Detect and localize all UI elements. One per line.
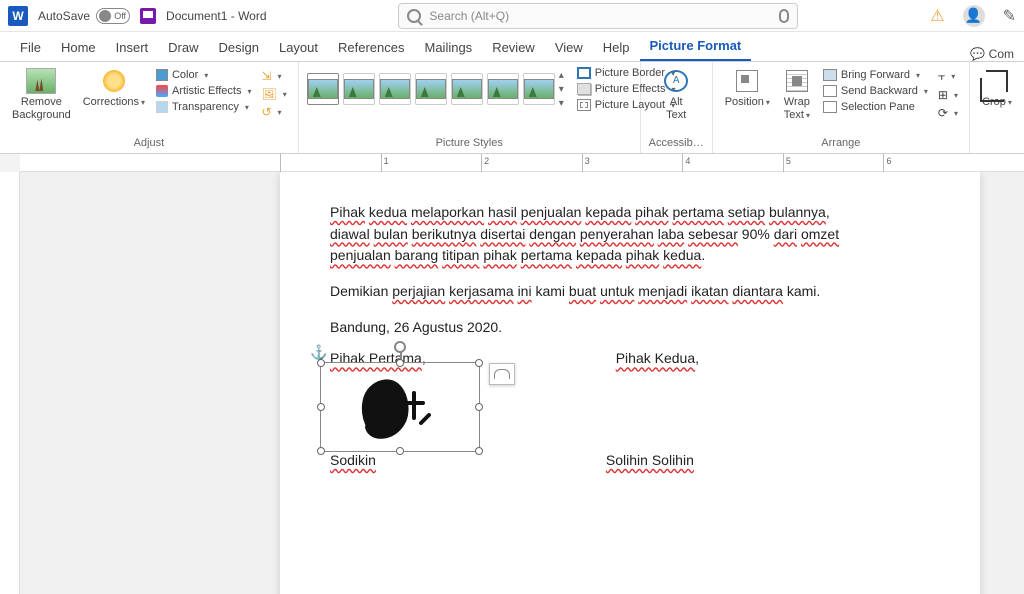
resize-handle[interactable] — [396, 359, 404, 367]
compress-pictures-button[interactable]: ⇲ — [258, 68, 289, 84]
selected-picture[interactable] — [320, 362, 480, 452]
tab-review[interactable]: Review — [482, 34, 545, 61]
position-button[interactable]: Position — [721, 66, 774, 111]
send-backward-button[interactable]: Send Backward — [820, 84, 931, 98]
autosave-toggle[interactable]: AutoSave Off — [38, 8, 130, 24]
right-party[interactable]: Pihak Kedua — [616, 350, 695, 366]
tab-draw[interactable]: Draw — [158, 34, 208, 61]
account-avatar[interactable]: 👤 — [963, 5, 985, 27]
workspace: Pihak kedua melaporkan hasil penjualan k… — [0, 172, 1024, 594]
tab-help[interactable]: Help — [593, 34, 640, 61]
vertical-ruler[interactable] — [0, 172, 20, 594]
autosave-label: AutoSave — [38, 9, 90, 23]
ink-icon[interactable]: ✎ — [1003, 6, 1016, 26]
picture-style-6[interactable] — [487, 73, 519, 105]
resize-handle[interactable] — [317, 447, 325, 455]
resize-handle[interactable] — [475, 403, 483, 411]
picture-style-7[interactable] — [523, 73, 555, 105]
horizontal-ruler[interactable]: 1 2 3 4 5 6 — [20, 154, 1024, 172]
microphone-icon[interactable] — [779, 9, 789, 23]
tab-references[interactable]: References — [328, 34, 414, 61]
remove-background-button[interactable]: Remove Background — [8, 66, 75, 123]
autosave-switch[interactable]: Off — [96, 8, 130, 24]
tab-picture-format[interactable]: Picture Format — [640, 32, 752, 61]
group-arrange: Position Wrap Text Bring Forward Send Ba… — [713, 62, 970, 153]
crop-button[interactable]: Crop — [978, 66, 1016, 111]
group-accessibility: A Alt Text Accessib… — [641, 62, 713, 153]
group-label-size — [978, 135, 1016, 153]
title-bar: W AutoSave Off Document1 - Word Search (… — [0, 0, 1024, 32]
picture-styles-more[interactable]: ▴▾▾ — [559, 70, 564, 109]
corrections-button[interactable]: Corrections — [79, 66, 149, 111]
picture-style-1[interactable] — [307, 73, 339, 105]
resize-handle[interactable] — [475, 359, 483, 367]
left-name[interactable]: Sodikin — [330, 450, 376, 472]
group-button[interactable]: ⊞ — [935, 87, 961, 103]
warning-icon[interactable]: ⚠ — [930, 6, 944, 26]
group-label-adjust: Adjust — [8, 135, 290, 153]
change-picture-button[interactable]: 🖼 — [258, 86, 289, 102]
search-icon — [407, 9, 421, 23]
bring-forward-button[interactable]: Bring Forward — [820, 68, 931, 82]
document-title: Document1 - Word — [166, 9, 266, 23]
signature-image — [351, 373, 451, 443]
picture-style-5[interactable] — [451, 73, 483, 105]
paragraph-date[interactable]: Bandung, 26 Agustus 2020. — [330, 317, 930, 339]
color-button[interactable]: Color — [153, 68, 255, 82]
transparency-button[interactable]: Transparency — [153, 100, 255, 114]
tab-insert[interactable]: Insert — [106, 34, 159, 61]
tab-view[interactable]: View — [545, 34, 593, 61]
word-app-icon: W — [8, 6, 28, 26]
wrap-text-button[interactable]: Wrap Text — [778, 66, 816, 123]
artistic-effects-button[interactable]: Artistic Effects — [153, 84, 255, 98]
rotate-button[interactable]: ⟳ — [935, 105, 961, 121]
group-picture-styles: ▴▾▾ Picture Border Picture Effects Pictu… — [299, 62, 641, 153]
resize-handle[interactable] — [317, 403, 325, 411]
resize-handle[interactable] — [396, 447, 404, 455]
tab-layout[interactable]: Layout — [269, 34, 328, 61]
ribbon: Remove Background Corrections Color Arti… — [0, 62, 1024, 154]
align-button[interactable]: ⫟ — [935, 68, 961, 85]
tab-mailings[interactable]: Mailings — [415, 34, 483, 61]
page[interactable]: Pihak kedua melaporkan hasil penjualan k… — [280, 172, 980, 594]
rotate-handle[interactable] — [394, 341, 406, 353]
tab-home[interactable]: Home — [51, 34, 106, 61]
document-canvas[interactable]: Pihak kedua melaporkan hasil penjualan k… — [20, 172, 1024, 594]
paragraph-2[interactable]: Demikian perjajian kerjasama ini kami bu… — [330, 281, 930, 303]
group-size: Crop — [970, 62, 1024, 153]
tab-design[interactable]: Design — [209, 34, 269, 61]
save-icon[interactable] — [140, 8, 156, 24]
picture-style-3[interactable] — [379, 73, 411, 105]
group-label-accessibility: Accessib… — [649, 135, 704, 153]
group-label-picture-styles: Picture Styles — [307, 135, 632, 153]
picture-style-2[interactable] — [343, 73, 375, 105]
search-placeholder: Search (Alt+Q) — [429, 9, 771, 23]
alt-text-button[interactable]: A Alt Text — [649, 66, 704, 123]
tab-file[interactable]: File — [10, 34, 51, 61]
resize-handle[interactable] — [317, 359, 325, 367]
search-input[interactable]: Search (Alt+Q) — [398, 3, 798, 29]
group-adjust: Remove Background Corrections Color Arti… — [0, 62, 299, 153]
right-name[interactable]: Solihin Solihin — [606, 450, 694, 472]
comments-button[interactable]: 💬 Com — [970, 47, 1014, 61]
picture-style-4[interactable] — [415, 73, 447, 105]
selection-pane-button[interactable]: Selection Pane — [820, 100, 931, 114]
group-label-arrange: Arrange — [721, 135, 961, 153]
layout-options-chip[interactable] — [489, 363, 515, 385]
reset-picture-button[interactable]: ↺ — [258, 104, 289, 120]
paragraph-1[interactable]: Pihak kedua melaporkan hasil penjualan k… — [330, 202, 930, 267]
ribbon-tabs: File Home Insert Draw Design Layout Refe… — [0, 32, 1024, 62]
resize-handle[interactable] — [475, 447, 483, 455]
